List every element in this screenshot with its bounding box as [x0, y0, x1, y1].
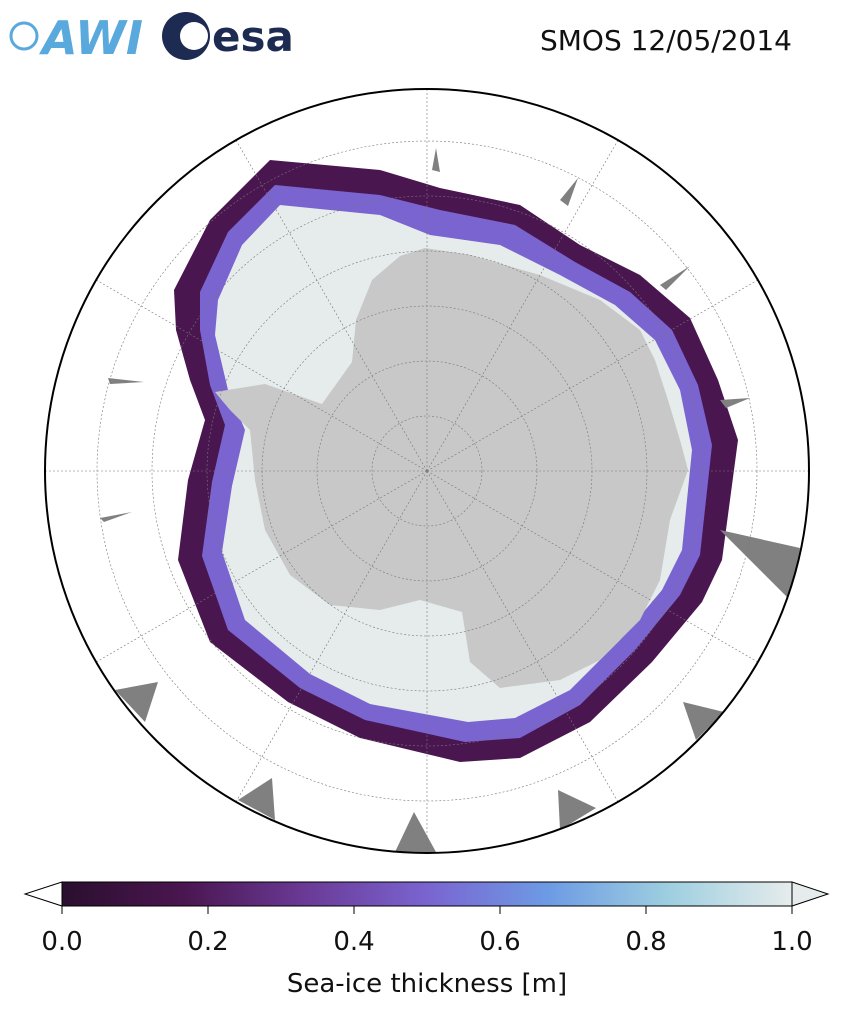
tick-label: 0.4 [333, 927, 374, 957]
colorbar-extend-low [23, 881, 63, 907]
meridian [89, 275, 428, 472]
logo-text: esa [212, 12, 294, 61]
meridian [426, 133, 623, 472]
meridian [89, 470, 428, 667]
colorbar-label: Sea-ice thickness [m] [287, 969, 567, 999]
tick-label: 0.0 [41, 927, 82, 957]
colorbar [23, 881, 830, 914]
latitude-circle [371, 415, 483, 527]
logo-text: AWI [39, 11, 143, 65]
map-border [44, 88, 810, 854]
map [45, 89, 809, 853]
map-title: SMOS 12/05/2014 [540, 24, 792, 57]
esa-logo: esa [162, 12, 294, 61]
tick-label: 0.2 [187, 927, 228, 957]
colorbar-bar [61, 881, 793, 907]
meridian [231, 133, 428, 472]
colorbar-extend-high [791, 881, 830, 907]
awi-logo: AWI [9, 11, 143, 65]
meridian [231, 470, 428, 809]
antarctica [215, 248, 688, 688]
meridian [426, 470, 765, 667]
meridian [426, 275, 765, 472]
tick-label: 1.0 [771, 927, 812, 957]
tick-label: 0.6 [479, 927, 520, 957]
latitude-circle [151, 195, 703, 747]
tick-label: 0.8 [625, 927, 666, 957]
graticule [45, 89, 809, 853]
meridian [426, 470, 623, 809]
